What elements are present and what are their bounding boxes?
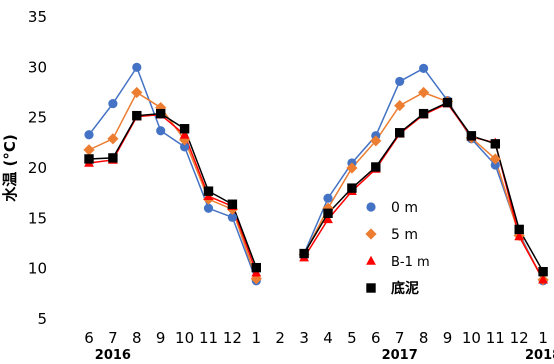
- data-point-series-4: [203, 186, 214, 196]
- data-point-series-1: [156, 126, 166, 136]
- x-tick-label: 9: [443, 329, 453, 347]
- data-point-series-3: [323, 214, 333, 224]
- x-year-label: 2017: [382, 348, 418, 363]
- data-point-series-2: [489, 153, 501, 165]
- x-tick-label: 8: [132, 329, 142, 347]
- data-point-series-4: [371, 162, 381, 172]
- legend-marker-2: [365, 228, 377, 240]
- x-tick-label: 12: [510, 329, 529, 347]
- x-tick-label: 11: [199, 329, 218, 347]
- x-tick-label: 3: [299, 329, 309, 347]
- x-tick-label: 9: [156, 329, 166, 347]
- x-axis-year-labels: 2016 2017 2018: [95, 348, 554, 363]
- data-point-series-2: [107, 133, 119, 145]
- x-tick-label: 10: [175, 329, 194, 347]
- data-point-series-4: [466, 131, 477, 141]
- data-point-series-1: [132, 62, 142, 72]
- legend-marker-4: [366, 283, 376, 293]
- x-tick-label: 5: [347, 329, 357, 347]
- y-tick-label: 5: [37, 310, 47, 328]
- series-lines: [88, 65, 544, 282]
- data-point-series-4: [179, 124, 190, 134]
- data-point-series-4: [442, 97, 453, 108]
- y-tick-label: 20: [28, 159, 47, 177]
- x-tick-label: 7: [395, 329, 405, 347]
- data-point-series-4: [395, 128, 405, 138]
- data-point-series-2: [346, 162, 358, 174]
- data-point-series-4: [251, 262, 261, 273]
- legend-label-3: B-1 m: [391, 255, 430, 270]
- y-tick-label: 15: [28, 209, 47, 227]
- data-point-series-3: [514, 231, 525, 241]
- data-point-series-2: [83, 144, 95, 156]
- y-tick-label: 10: [28, 260, 47, 278]
- legend-marker-3: [366, 255, 376, 265]
- x-axis-tick-labels: 6 7 8 9 10 11 12 1 2 3 4 5 6 7 8 9 10 11 12 1: [84, 329, 548, 347]
- data-point-series-1: [84, 130, 94, 140]
- x-tick-label: 6: [371, 329, 381, 347]
- data-point-series-4: [418, 108, 429, 119]
- series-markers: [83, 62, 549, 286]
- legend-marker-1: [366, 202, 376, 212]
- data-point-series-4: [84, 154, 94, 164]
- data-point-series-2: [370, 135, 382, 147]
- series-line-3: [303, 102, 544, 281]
- data-point-series-2: [131, 86, 143, 99]
- legend-label-4: 底泥: [391, 280, 419, 297]
- x-tick-label: 8: [419, 329, 429, 347]
- data-point-series-1: [323, 193, 333, 203]
- legend-label-2: 5 m: [391, 227, 418, 243]
- y-axis-title: 水温 (°C): [1, 134, 19, 201]
- data-point-series-3: [179, 129, 190, 139]
- y-tick-label: 30: [28, 58, 47, 76]
- series-line-1: [303, 67, 544, 282]
- x-tick-label: 1: [538, 329, 548, 347]
- x-tick-label: 11: [486, 329, 505, 347]
- data-point-series-1: [227, 212, 237, 222]
- data-point-series-1: [490, 160, 500, 170]
- x-tick-label: 1: [252, 329, 262, 347]
- data-point-series-1: [419, 63, 429, 73]
- data-point-series-3: [538, 274, 548, 284]
- data-point-series-4: [299, 248, 309, 259]
- x-tick-label: 4: [323, 329, 333, 347]
- y-axis-tick-labels: 5 10 15 20 25 30 35: [28, 8, 47, 328]
- x-tick-label: 12: [223, 329, 242, 347]
- data-point-series-4: [108, 153, 118, 163]
- data-point-series-4: [132, 110, 142, 121]
- data-point-series-4: [347, 183, 357, 193]
- x-tick-label: 10: [462, 329, 481, 347]
- data-point-series-1: [395, 76, 405, 87]
- data-point-series-1: [108, 98, 118, 109]
- y-tick-label: 25: [28, 109, 47, 127]
- data-point-series-4: [227, 199, 238, 209]
- data-point-series-4: [490, 139, 500, 149]
- data-point-series-1: [180, 142, 190, 152]
- data-point-series-4: [538, 266, 548, 277]
- data-point-series-2: [394, 99, 406, 112]
- y-tick-label: 35: [28, 8, 47, 26]
- data-point-series-4: [323, 208, 333, 218]
- x-tick-label: 6: [84, 329, 94, 347]
- x-year-label: 2016: [95, 348, 131, 363]
- data-point-series-2: [418, 86, 430, 99]
- legend-label-1: 0 m: [391, 200, 418, 216]
- data-point-series-4: [514, 224, 524, 235]
- x-year-label: 2018: [525, 348, 554, 363]
- x-tick-label: 7: [108, 329, 118, 347]
- data-point-series-4: [156, 108, 166, 119]
- x-tick-label: 2: [275, 329, 285, 347]
- data-point-series-1: [203, 203, 214, 213]
- legend: 0 m 5 m B-1 m 底泥: [365, 200, 430, 297]
